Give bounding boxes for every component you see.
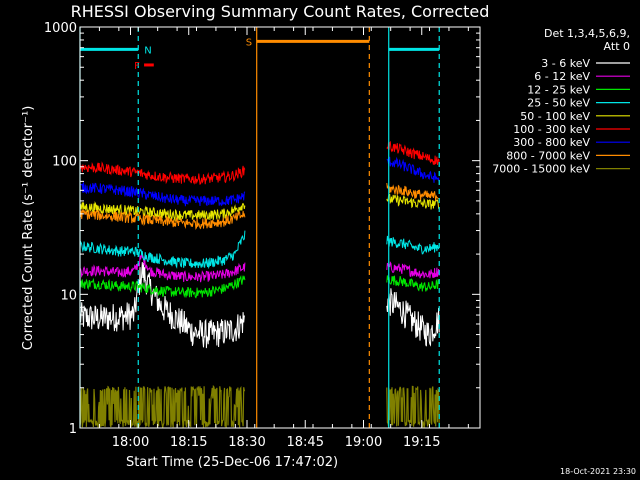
series-100-300-kev (79, 140, 440, 185)
x-tick-label: 19:00 (345, 435, 382, 450)
plot-frame (79, 26, 481, 429)
series-line-segment-1 (79, 262, 245, 349)
series-line-segment-1 (79, 230, 246, 270)
x-tick-label: 18:15 (170, 435, 207, 450)
interval-layer: NF S (79, 27, 440, 428)
series-3-6-kev (79, 262, 440, 349)
series-7000-15000-kev (79, 384, 440, 429)
series-line-segment-2 (386, 261, 440, 279)
legend-label: 7000 - 15000 keV (492, 163, 590, 176)
interval-label-f: F (134, 61, 140, 72)
legend-label: 25 - 50 keV (527, 97, 590, 110)
series-layer (79, 140, 440, 429)
y-tick-label: 1 (69, 422, 77, 437)
legend-label: 300 - 800 keV (513, 136, 590, 149)
legend-header-line1: Det 1,3,4,5,6,9, (544, 27, 630, 40)
interval-label-n: N (144, 45, 151, 56)
series-line-segment-2 (386, 193, 440, 210)
series-line-segment-2 (386, 235, 440, 255)
axes: 18:00 18:15 18:30 18:45 19:00 19:15 1 10 100 1000 (44, 21, 480, 450)
series-line-segment-1 (79, 201, 246, 222)
legend-label: 100 - 300 keV (513, 123, 590, 136)
x-axis-label: Start Time (25-Dec-06 17:47:02) (126, 455, 338, 470)
chart-title: RHESSI Observing Summary Count Rates, Co… (71, 2, 490, 21)
series-300-800-kev (79, 156, 440, 207)
legend-label: 50 - 100 keV (520, 110, 590, 123)
y-tick-label: 10 (60, 288, 77, 303)
series-6-12-kev (79, 252, 440, 283)
x-tick-label: 18:00 (112, 435, 149, 450)
legend-label: 6 - 12 keV (534, 70, 590, 83)
interval-label-s: S (246, 37, 252, 48)
series-line-segment-1 (79, 384, 246, 429)
y-axis-label: Corrected Count Rate (s⁻¹ detector⁻¹) (21, 106, 36, 351)
series-line-segment-1 (79, 209, 246, 230)
series-line-segment-1 (79, 161, 246, 185)
series-800-7000-kev (79, 183, 440, 230)
series-line-segment-1 (79, 274, 246, 299)
footer-timestamp: 18-Oct-2021 23:30 (560, 467, 636, 476)
legend-label: 3 - 6 keV (541, 57, 590, 70)
y-tick-label: 1000 (44, 21, 77, 36)
series-line-segment-1 (79, 252, 246, 283)
series-line-segment-2 (386, 140, 440, 165)
series-50-100-kev (79, 193, 440, 222)
series-line-segment-2 (386, 385, 440, 428)
legend-label: 12 - 25 keV (527, 83, 590, 96)
series-12-25-kev (79, 274, 440, 299)
series-line-segment-2 (386, 183, 440, 201)
series-line-segment-2 (386, 156, 440, 183)
x-tick-label: 19:15 (403, 435, 440, 450)
x-tick-label: 18:30 (228, 435, 265, 450)
legend-label: 800 - 7000 keV (506, 149, 590, 162)
legend-header-line2: Att 0 (604, 40, 630, 53)
series-25-50-kev (79, 230, 440, 270)
x-tick-label: 18:45 (287, 435, 324, 450)
series-line-segment-1 (79, 182, 246, 207)
series-line-segment-2 (386, 275, 440, 292)
series-line-segment-2 (386, 288, 440, 347)
y-tick-label: 100 (52, 155, 77, 170)
